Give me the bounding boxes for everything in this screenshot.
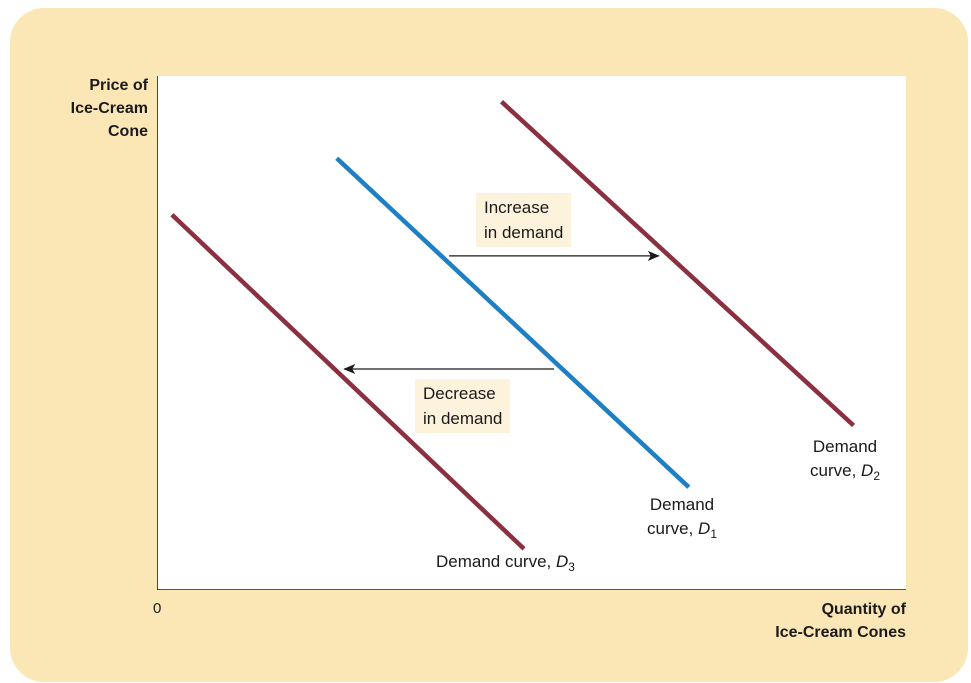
x-axis-title-line-2: Ice-Cream Cones — [775, 624, 906, 641]
plot-area: Increase in demand Decrease in demand De… — [157, 76, 906, 590]
decrease-label-line-2: in demand — [423, 409, 503, 428]
d1-label-sub: 1 — [710, 527, 717, 541]
demand-curve-d3 — [170, 213, 526, 551]
demand-curve-d2 — [500, 100, 856, 428]
d1-label-var: D — [698, 519, 711, 538]
d2-label-var: D — [861, 461, 874, 480]
x-axis-title: Quantity of Ice-Cream Cones — [706, 598, 906, 644]
d1-label-curve-text: curve, — [647, 519, 699, 538]
demand-curve-d3-label: Demand curve, D3 — [436, 550, 575, 575]
d3-label-text: Demand curve, — [436, 552, 556, 571]
y-axis-title-line-3: Cone — [108, 123, 148, 140]
d1-label-line-1: Demand — [649, 495, 715, 514]
d2-label-curve-text: curve, — [810, 461, 862, 480]
demand-curve-d1-label: Demand curve, D1 — [647, 493, 717, 542]
increase-label-line-2: in demand — [484, 223, 564, 242]
decrease-label-line-1: Decrease — [423, 384, 496, 403]
decrease-in-demand-label: Decrease in demand — [415, 379, 511, 433]
increase-in-demand-label: Increase in demand — [476, 193, 572, 247]
y-axis-title: Price of Ice-Cream Cone — [40, 74, 148, 143]
chart-svg — [157, 76, 906, 590]
demand-curve-d2-label: Demand curve, D2 — [810, 435, 880, 484]
y-axis-title-line-2: Ice-Cream — [70, 100, 148, 117]
d2-label-line-2: curve, D2 — [810, 459, 880, 484]
demand-curve-d1 — [335, 156, 691, 489]
d3-label-sub: 3 — [568, 560, 575, 574]
origin-label: 0 — [153, 600, 162, 617]
increase-label-line-1: Increase — [484, 198, 550, 217]
x-axis-title-line-1: Quantity of — [821, 601, 906, 618]
d1-label-line-2: curve, D1 — [647, 517, 717, 542]
d2-label-line-1: Demand — [812, 437, 878, 456]
d3-label-var: D — [556, 552, 569, 571]
y-axis-title-line-1: Price of — [89, 77, 148, 94]
d2-label-sub: 2 — [873, 469, 880, 483]
